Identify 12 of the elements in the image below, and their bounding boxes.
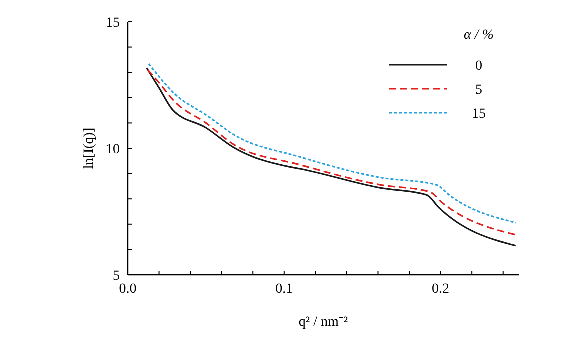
legend-label: 0 [476, 58, 482, 74]
y-tick-label: 5 [113, 268, 120, 284]
x-axis-title: q² / nm⁻² [298, 315, 348, 330]
legend-label: 5 [476, 82, 482, 98]
y-axis-title: ln[I(q)] [82, 128, 97, 170]
y-tick-label: 15 [106, 16, 120, 31]
x-tick-label: 0.1 [276, 282, 294, 297]
x-tick-label: 0.2 [432, 282, 450, 297]
legend-title: α / % [464, 28, 494, 43]
y-tick-label: 10 [106, 142, 120, 158]
legend-label: 15 [472, 106, 486, 122]
x-tick-label: 0.0 [119, 282, 137, 297]
